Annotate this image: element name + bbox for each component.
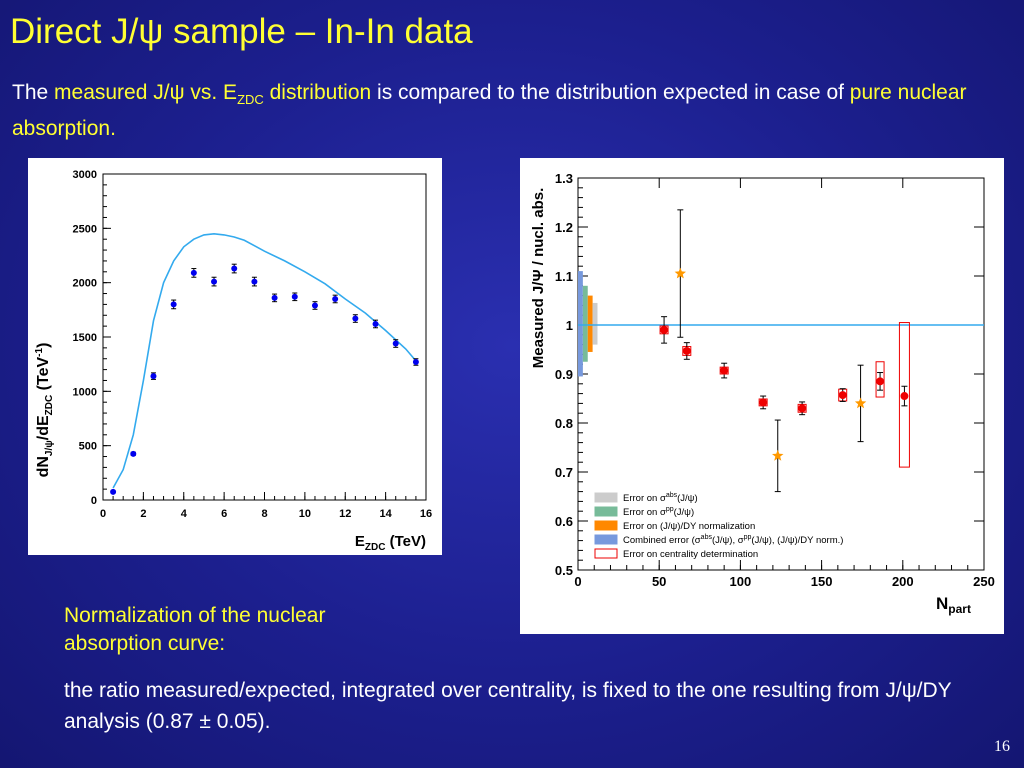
data-point bbox=[682, 342, 691, 360]
legend-entry: Error on σabs​(J/ψ) bbox=[594, 492, 698, 504]
x-tick-label: 14 bbox=[380, 508, 393, 520]
x-tick-label: 10 bbox=[299, 508, 311, 520]
data-point bbox=[372, 319, 379, 329]
data-point bbox=[412, 358, 419, 366]
centrality-error-box bbox=[898, 322, 910, 468]
x-tick-label: 200 bbox=[892, 574, 914, 589]
data-point-star bbox=[854, 364, 867, 443]
x-tick-label: 4 bbox=[181, 508, 188, 520]
x-tick-label: 12 bbox=[339, 508, 351, 520]
y-tick-label: 1000 bbox=[73, 386, 97, 398]
normalization-title: Normalization of the nuclear absorption … bbox=[64, 604, 326, 655]
normalization-text: the ratio measured/expected, integrated … bbox=[64, 679, 952, 733]
intro-highlight-measured: measured J/ψ vs. E bbox=[54, 81, 238, 104]
centrality-error-box bbox=[875, 361, 885, 398]
svg-text:Error on centrality determinat: Error on centrality determination bbox=[623, 549, 758, 560]
x-tick-label: 100 bbox=[730, 574, 752, 589]
x-tick-label: 250 bbox=[973, 574, 995, 589]
y-axis-label: Measured J/Ψ / nucl. abs. bbox=[530, 188, 547, 369]
y-tick-label: 1500 bbox=[73, 332, 97, 344]
data-point bbox=[876, 372, 885, 391]
chart-panel-right: 0.5 0.6 0.7 0.8 0.9 1 1.1 1.2 1.3 0 50 100 150 200 25… bbox=[520, 158, 1004, 634]
y-tick-label: 0.9 bbox=[555, 367, 573, 382]
y-axis-label: dNJ/ψ/dEZDC (TeV-1) bbox=[34, 343, 55, 478]
y-tick-label: 2000 bbox=[73, 278, 97, 290]
intro-text-1: The bbox=[12, 81, 55, 104]
data-point bbox=[211, 276, 218, 287]
chart-panel-left: 0 500 1000 1500 2000 2500 3000 0 2 4 6 8 10 12 14 16 d… bbox=[28, 158, 442, 555]
data-point bbox=[900, 385, 909, 407]
data-point bbox=[251, 276, 258, 287]
data-point bbox=[392, 339, 399, 348]
data-point bbox=[759, 395, 768, 410]
data-point bbox=[311, 301, 318, 310]
x-tick-label: 6 bbox=[221, 508, 227, 520]
data-point bbox=[720, 362, 729, 379]
x-tick-label: 8 bbox=[261, 508, 267, 520]
y-tick-label: 0.8 bbox=[555, 416, 573, 431]
data-point-star bbox=[674, 209, 686, 338]
legend-entry: Error on (J/ψ)/DY normalization bbox=[594, 520, 755, 532]
data-point bbox=[332, 294, 339, 304]
data-point bbox=[150, 372, 157, 380]
data-point bbox=[838, 388, 847, 402]
x-tick-label: 0 bbox=[100, 508, 106, 520]
x-tick-label: 2 bbox=[140, 508, 146, 520]
error-band bbox=[587, 295, 593, 352]
data-point-star bbox=[772, 419, 784, 493]
y-tick-label: 0.6 bbox=[555, 514, 573, 529]
data-point bbox=[271, 293, 278, 303]
data-point bbox=[110, 488, 117, 495]
intro-highlight-subscript: ZDC bbox=[237, 92, 264, 108]
nuclear-absorption-curve bbox=[112, 232, 417, 489]
x-tick-label: 0 bbox=[574, 574, 581, 589]
legend-entry: Error on σpp​(J/ψ) bbox=[594, 506, 694, 518]
data-point bbox=[231, 263, 238, 274]
y-tick-label: 0 bbox=[91, 495, 97, 507]
data-point bbox=[798, 401, 807, 416]
x-tick-label: 150 bbox=[811, 574, 833, 589]
x-axis-label: Npart bbox=[936, 594, 971, 616]
error-band bbox=[578, 271, 583, 377]
svg-text:Error on σabs​(J/ψ): Error on σabs​(J/ψ) bbox=[623, 492, 698, 504]
ezdc-distribution-chart: 0 500 1000 1500 2000 2500 3000 0 2 4 6 8 10 12 14 16 d… bbox=[34, 169, 432, 553]
svg-text:Error on (J/ψ)/DY normalizatio: Error on (J/ψ)/DY normalization bbox=[623, 521, 755, 532]
x-tick-label: 16 bbox=[420, 508, 432, 520]
y-tick-label: 500 bbox=[79, 441, 97, 453]
error-band bbox=[582, 285, 588, 362]
legend-entry: Error on centrality determination bbox=[594, 548, 758, 560]
x-tick-label: 50 bbox=[652, 574, 666, 589]
data-point bbox=[190, 268, 197, 278]
y-tick-label: 1.3 bbox=[555, 171, 573, 186]
legend-entry: Combined error (σabs​(J/ψ), σpp​(J/ψ), (… bbox=[594, 534, 843, 546]
y-tick-label: 1 bbox=[566, 318, 573, 333]
y-tick-label: 0.7 bbox=[555, 465, 573, 480]
y-tick-label: 1.2 bbox=[555, 220, 573, 235]
svg-text:Combined error (σabs​(J/ψ), σp: Combined error (σabs​(J/ψ), σpp​(J/ψ), (… bbox=[623, 534, 843, 546]
data-point bbox=[291, 292, 298, 302]
intro-text-2: is compared to the distribution expected… bbox=[371, 81, 850, 104]
intro-paragraph: The measured J/ψ vs. EZDC distribution i… bbox=[12, 78, 1012, 143]
error-band bbox=[592, 302, 598, 345]
data-point bbox=[660, 316, 669, 344]
data-point bbox=[352, 314, 359, 323]
y-tick-label: 0.5 bbox=[555, 563, 573, 578]
npart-ratio-chart: 0.5 0.6 0.7 0.8 0.9 1 1.1 1.2 1.3 0 50 100 150 200 25… bbox=[530, 171, 995, 616]
y-tick-label: 3000 bbox=[73, 169, 97, 181]
data-point bbox=[130, 450, 137, 457]
svg-text:Error on σpp​(J/ψ): Error on σpp​(J/ψ) bbox=[623, 506, 694, 518]
page-number: 16 bbox=[994, 738, 1010, 755]
y-tick-label: 2500 bbox=[73, 223, 97, 235]
legend: Error on σabs​(J/ψ) Error on σpp​(J/ψ) Err… bbox=[594, 492, 843, 560]
slide-title: Direct J/ψ sample – In-In data bbox=[10, 12, 473, 51]
x-axis-label: EZDC (TeV) bbox=[355, 533, 426, 553]
intro-highlight-absorption: pure nuclear absorption. bbox=[12, 81, 967, 141]
y-tick-label: 1.1 bbox=[555, 269, 573, 284]
intro-highlight-distribution: distribution bbox=[263, 81, 372, 104]
data-point bbox=[170, 299, 177, 310]
